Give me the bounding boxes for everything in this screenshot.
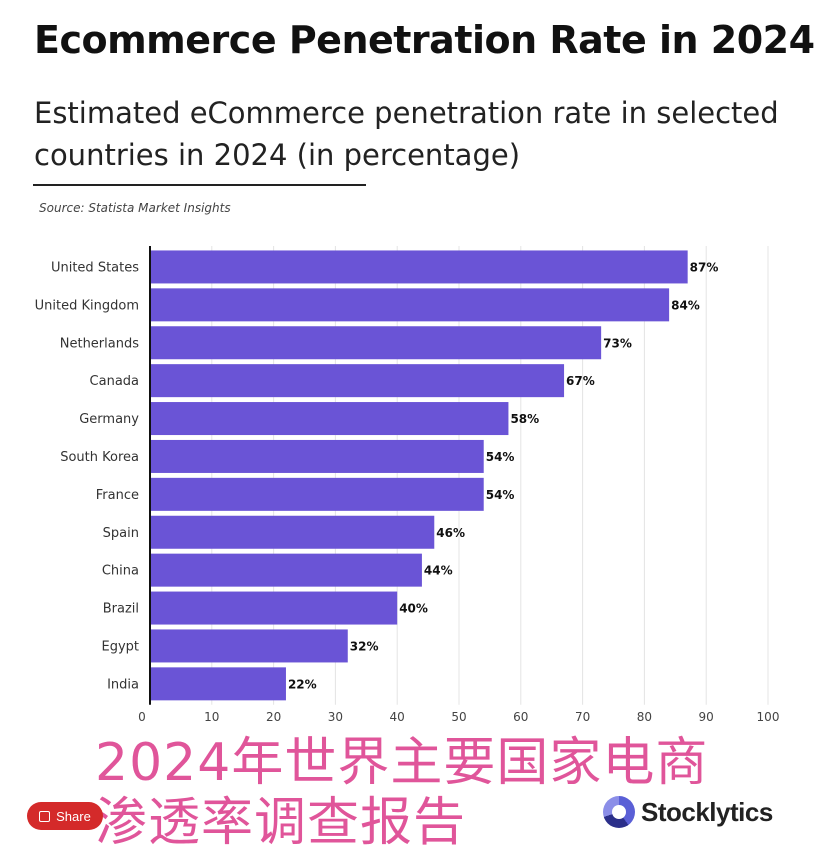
chart-title: Ecommerce Penetration Rate in 2024 <box>34 18 815 62</box>
data-label: 22% <box>288 677 317 691</box>
brand-name: Stocklytics <box>641 796 773 827</box>
chart-subtitle: Estimated eCommerce penetration rate in … <box>34 96 779 172</box>
share-button[interactable]: Share <box>27 802 103 830</box>
category-label: Netherlands <box>60 336 139 351</box>
data-label: 67% <box>566 374 595 388</box>
x-tick-label: 30 <box>328 710 343 724</box>
category-label: Canada <box>90 374 139 389</box>
category-label: Germany <box>79 412 139 427</box>
brand-logo: Stocklytics <box>603 796 773 828</box>
share-label: Share <box>56 808 91 824</box>
bar <box>150 364 565 398</box>
category-label: Egypt <box>101 639 139 654</box>
data-label: 84% <box>671 298 700 312</box>
x-tick-label: 0 <box>138 710 146 724</box>
overlay-caption-line-2: 渗透率调查报告 <box>95 793 467 853</box>
bar <box>150 515 435 549</box>
bar <box>150 553 422 587</box>
divider <box>33 184 366 186</box>
data-label: 87% <box>690 260 719 274</box>
bar <box>150 667 286 701</box>
category-label: China <box>102 564 139 579</box>
category-label: France <box>96 488 139 503</box>
bar-chart: United States 87% United Kingdom 84% Netherl… <box>35 246 780 724</box>
overlay-caption-line-1: 2024年世界主要国家电商 <box>95 733 709 793</box>
x-tick-label: 80 <box>637 710 652 724</box>
data-label: 54% <box>486 450 515 464</box>
source-note: Source: Statista Market Insights <box>39 201 231 215</box>
bar <box>150 477 484 511</box>
category-label: United Kingdom <box>35 298 139 313</box>
x-tick-label: 90 <box>699 710 714 724</box>
x-tick-label: 40 <box>390 710 405 724</box>
bar <box>150 288 670 322</box>
bar <box>150 250 688 284</box>
bar <box>150 629 348 663</box>
x-tick-label: 50 <box>451 710 466 724</box>
category-label: Brazil <box>103 602 139 617</box>
bar <box>150 439 484 473</box>
x-tick-label: 100 <box>757 710 780 724</box>
data-label: 44% <box>424 564 453 578</box>
data-label: 40% <box>399 602 428 616</box>
stocklytics-logo-icon <box>603 796 635 828</box>
data-label: 54% <box>486 488 515 502</box>
category-label: South Korea <box>60 450 139 465</box>
bar <box>150 591 398 625</box>
bar <box>150 402 509 436</box>
category-label: Spain <box>103 526 139 541</box>
x-tick-label: 60 <box>513 710 528 724</box>
data-label: 46% <box>436 526 465 540</box>
category-label: United States <box>51 260 139 275</box>
data-label: 58% <box>510 412 539 426</box>
bar <box>150 326 602 360</box>
category-label: India <box>107 677 139 692</box>
data-label: 73% <box>603 336 632 350</box>
data-label: 32% <box>350 639 379 653</box>
share-icon <box>39 810 51 822</box>
x-tick-label: 10 <box>204 710 219 724</box>
x-tick-label: 70 <box>575 710 590 724</box>
x-tick-label: 20 <box>266 710 281 724</box>
